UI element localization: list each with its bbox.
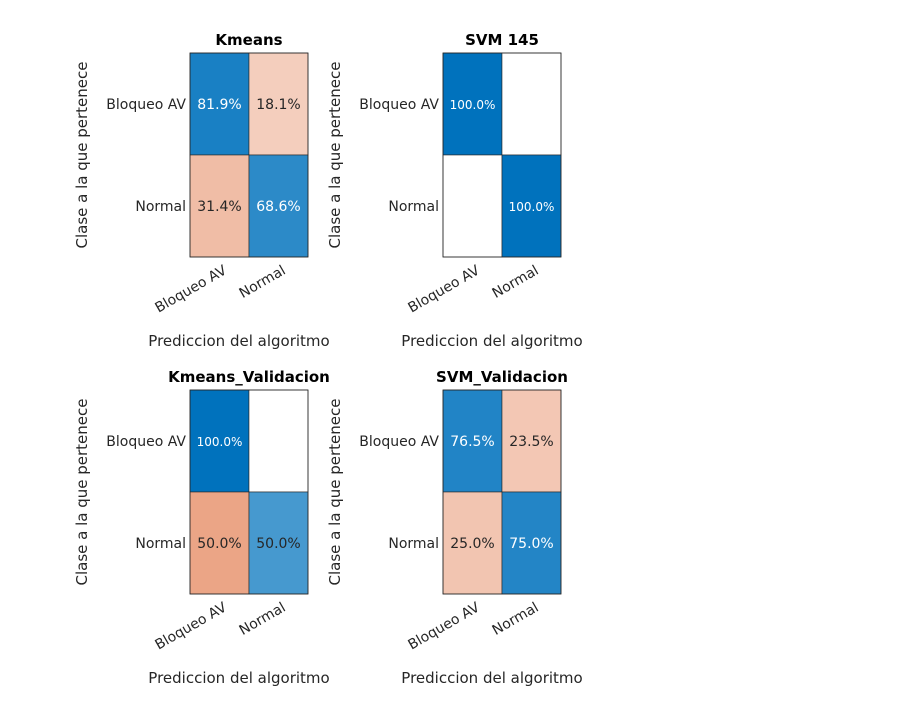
matrix-cell — [501, 154, 562, 258]
x-tick-label: Normal — [237, 263, 289, 302]
matrix-cell — [501, 389, 562, 493]
cell-value-label: 18.1% — [256, 97, 300, 113]
y-axis-label: Clase a la que pertenece — [326, 62, 344, 249]
cell-value-label: 100.0% — [197, 435, 243, 449]
cell-value-label: 31.4% — [197, 199, 241, 215]
cell-value-label: 81.9% — [197, 97, 241, 113]
y-tick-label: Bloqueo AV — [359, 434, 439, 450]
y-tick-label: Normal — [135, 536, 186, 552]
x-axis-label: Prediccion del algoritmo — [148, 332, 329, 350]
x-axis-label: Prediccion del algoritmo — [401, 332, 582, 350]
y-tick-label: Normal — [388, 536, 439, 552]
x-tick-label: Normal — [490, 263, 542, 302]
y-tick-label: Normal — [388, 199, 439, 215]
y-tick-label: Bloqueo AV — [106, 97, 186, 113]
y-axis-label: Clase a la que pertenece — [73, 399, 91, 586]
y-axis-label: Clase a la que pertenece — [326, 399, 344, 586]
confusion-matrix-panel: SVM_Validacion 76.5% 23.5% 25.0% 75.0% Bloque… — [326, 368, 583, 687]
cell-value-label: 50.0% — [256, 536, 300, 552]
cell-value-label: 76.5% — [450, 434, 494, 450]
matrix-border — [442, 52, 562, 258]
x-axis-label: Prediccion del algoritmo — [401, 669, 582, 687]
panel-title: Kmeans — [215, 31, 282, 49]
x-tick-label: Normal — [237, 600, 289, 639]
y-tick-label: Bloqueo AV — [106, 434, 186, 450]
matrix-cell — [189, 154, 250, 258]
cell-value-label: 25.0% — [450, 536, 494, 552]
x-tick-label: Bloqueo AV — [152, 262, 229, 316]
matrix-cell — [248, 52, 309, 156]
matrix-cell — [189, 52, 250, 156]
cell-value-label: 50.0% — [197, 536, 241, 552]
panel-title: SVM_Validacion — [436, 368, 568, 386]
matrix-cell — [442, 491, 503, 595]
cell-value-label: 100.0% — [509, 200, 555, 214]
confusion-matrix-panel: Kmeans_Validacion 100.0% 50.0% 50.0% Bloqueo… — [73, 368, 330, 687]
y-tick-label: Bloqueo AV — [359, 97, 439, 113]
x-axis-label: Prediccion del algoritmo — [148, 669, 329, 687]
panel-title: Kmeans_Validacion — [168, 368, 330, 386]
panel-title: SVM 145 — [465, 31, 539, 49]
matrix-cell — [189, 491, 250, 595]
matrix-cell — [442, 154, 503, 258]
x-tick-label: Bloqueo AV — [152, 599, 229, 653]
matrix-border — [189, 52, 309, 258]
cell-value-label: 75.0% — [509, 536, 553, 552]
y-tick-label: Normal — [135, 199, 186, 215]
x-tick-label: Normal — [490, 600, 542, 639]
matrix-border — [442, 389, 562, 595]
x-tick-label: Bloqueo AV — [405, 262, 482, 316]
matrix-cell — [248, 154, 309, 258]
matrix-cell — [189, 389, 250, 493]
matrix-cell — [501, 52, 562, 156]
cell-value-label: 68.6% — [256, 199, 300, 215]
matrix-border — [189, 389, 309, 595]
cell-value-label: 23.5% — [509, 434, 553, 450]
cell-value-label: 100.0% — [450, 98, 496, 112]
x-tick-label: Bloqueo AV — [405, 599, 482, 653]
matrix-cell — [248, 491, 309, 595]
y-axis-label: Clase a la que pertenece — [73, 62, 91, 249]
matrix-cell — [248, 389, 309, 493]
